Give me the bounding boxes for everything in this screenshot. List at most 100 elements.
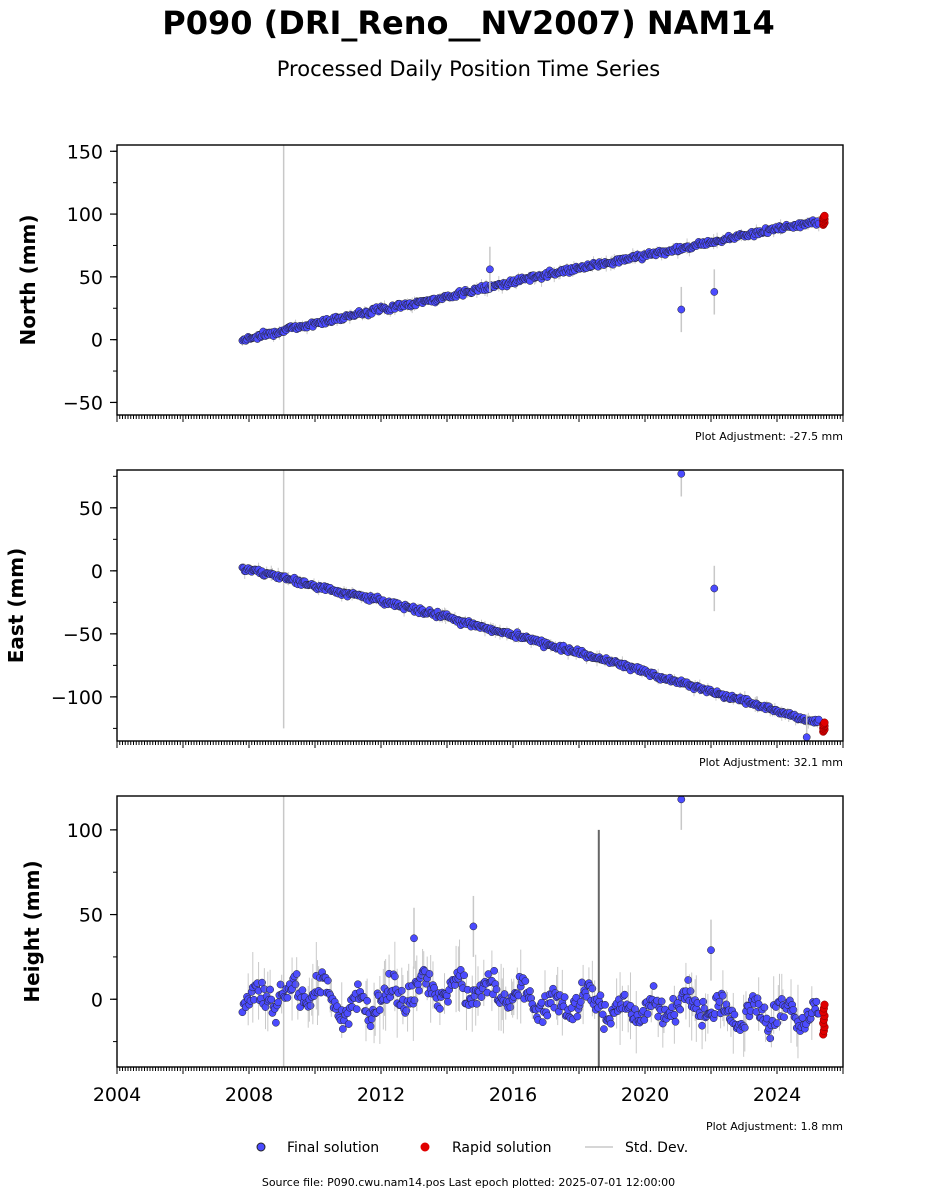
plot-adjustment-label: Plot Adjustment: -27.5 mm [695, 430, 843, 443]
final-point [596, 991, 605, 1000]
final-point [344, 1020, 353, 1028]
final-point [684, 976, 693, 984]
plot-area [238, 796, 829, 1067]
final-point [456, 966, 465, 974]
rapid-point [820, 211, 829, 220]
final-point [276, 980, 285, 989]
final-point [730, 1010, 739, 1019]
final-point [766, 1034, 775, 1043]
final-point [700, 1004, 709, 1013]
final-point [397, 986, 406, 995]
outlier-point [486, 265, 494, 274]
final-point [698, 1021, 706, 1030]
final-point [444, 997, 452, 1006]
plot-adjustment-label: Plot Adjustment: 32.1 mm [699, 756, 843, 769]
final-point [719, 991, 727, 1000]
final-point [352, 1005, 361, 1013]
y-axis-label: North (mm) [16, 214, 40, 345]
final-point [272, 1018, 280, 1027]
final-point [560, 993, 569, 1001]
chart-subtitle: Processed Daily Position Time Series [276, 57, 661, 81]
final-point [588, 984, 597, 993]
final-point [640, 1016, 649, 1024]
final-point [521, 977, 530, 985]
final-point [740, 1023, 749, 1032]
source-footer: Source file: P090.cwu.nam14.pos Last epo… [261, 1176, 676, 1189]
y-tick-label: −50 [63, 624, 103, 646]
legend-rapid-marker [420, 1142, 430, 1152]
y-axis-label: Height (mm) [20, 860, 44, 1002]
final-point [460, 971, 469, 980]
y-tick-label: 0 [91, 989, 103, 1011]
final-point [754, 1000, 763, 1008]
outlier-point [410, 934, 418, 943]
final-point [402, 1006, 411, 1015]
y-tick-label: 100 [67, 204, 103, 226]
x-tick-label: 2020 [621, 1084, 669, 1106]
final-point [500, 990, 509, 998]
outlier-point [677, 796, 686, 804]
panel-0: −50 0 50 100 150 North (mm) Plot Adjustment: -… [16, 141, 844, 443]
y-tick-label: 50 [79, 498, 103, 520]
x-tick-label: 2004 [93, 1084, 141, 1106]
y-axis-label: East (mm) [4, 548, 28, 664]
final-point [573, 1012, 582, 1021]
final-point [274, 998, 283, 1007]
final-point [649, 982, 658, 990]
x-tick-label: 2016 [489, 1084, 537, 1106]
final-point [643, 1010, 652, 1018]
final-point [601, 1000, 609, 1009]
plot-adjustment-label: Plot Adjustment: 1.8 mm [706, 1120, 843, 1133]
y-tick-label: 0 [91, 330, 103, 352]
legend-rapid-label: Rapid solution [452, 1140, 552, 1156]
final-point [415, 986, 423, 995]
final-point [777, 995, 786, 1003]
final-point [391, 972, 399, 981]
final-point [773, 1019, 782, 1028]
final-point [492, 985, 501, 994]
outlier-point [677, 470, 686, 478]
final-point [760, 1003, 769, 1012]
final-point [266, 985, 274, 994]
final-point [606, 1019, 615, 1028]
outlier-point [710, 288, 719, 296]
panels-group: −50 0 50 100 150 North (mm) Plot Adjustment: -… [4, 141, 844, 1133]
rapid-point [820, 718, 829, 727]
final-point [812, 997, 821, 1006]
plot-area [238, 470, 829, 741]
final-point [514, 991, 523, 1000]
y-tick-label: −100 [51, 687, 103, 709]
final-point [600, 1025, 608, 1033]
final-point [676, 1005, 684, 1014]
legend: Final solution Rapid solution Std. Dev. [256, 1140, 688, 1156]
rapid-point [820, 1000, 829, 1009]
final-point [543, 1011, 552, 1020]
outlier-point [707, 946, 715, 954]
final-point [686, 987, 695, 995]
y-tick-label: 50 [79, 267, 103, 289]
axes-frame [116, 144, 844, 416]
panel-1: −100 −50 0 50 East (mm) Plot Adjustment: 32.1… [4, 469, 844, 769]
final-point [780, 1013, 788, 1022]
x-tick-label: 2012 [357, 1084, 405, 1106]
x-tick-label: 2024 [753, 1084, 801, 1106]
final-point [490, 966, 499, 975]
panel-2: 0 50 100 2004 2008 2012 2016 2020 2024 Height (mm… [20, 795, 844, 1133]
y-tick-label: 50 [79, 905, 103, 927]
final-point [657, 997, 666, 1006]
outlier-point [802, 733, 811, 741]
legend-final-label: Final solution [287, 1140, 379, 1156]
x-tick-label: 2008 [225, 1084, 273, 1106]
outlier-point [677, 305, 686, 314]
legend-std-label: Std. Dev. [625, 1140, 688, 1156]
y-tick-label: −50 [63, 392, 103, 414]
final-point [715, 997, 724, 1006]
legend-final-marker [256, 1142, 266, 1152]
final-point [538, 1018, 547, 1027]
final-point [671, 1017, 680, 1026]
y-tick-label: 150 [67, 141, 103, 163]
outlier-point [710, 584, 719, 593]
final-point [436, 1004, 444, 1013]
final-point [598, 1010, 607, 1019]
